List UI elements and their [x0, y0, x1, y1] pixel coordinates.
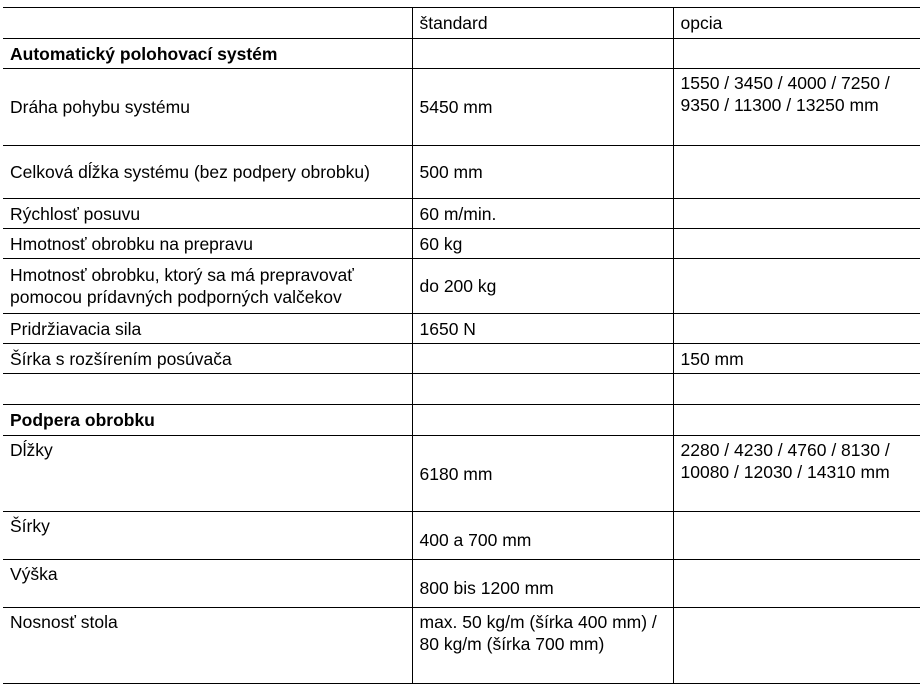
row-option [672, 313, 920, 344]
row-label: Dĺžky [3, 435, 413, 512]
row-standard: 1650 N [411, 313, 674, 344]
row-option [672, 607, 920, 684]
empty-cell [411, 404, 674, 436]
row-label: Pridržiavacia sila [3, 313, 413, 344]
table-row: Dráha pohybu systému 5450 mm 1550 / 3450… [3, 68, 920, 146]
row-standard: 60 kg [411, 228, 674, 259]
row-label: Celková dĺžka systému (bez podpery obrob… [3, 145, 413, 199]
table-row: Pridržiavacia sila 1650 N [3, 313, 920, 344]
row-label: Hmotnosť obrobku, ktorý sa má prepravova… [3, 258, 413, 314]
row-option [672, 511, 920, 560]
spacer-row [3, 373, 920, 405]
row-label: Rýchlosť posuvu [3, 198, 413, 229]
row-option: 2280 / 4230 / 4760 / 8130 / 10080 / 1203… [672, 435, 920, 512]
table-row: Celková dĺžka systému (bez podpery obrob… [3, 145, 920, 199]
empty-cell [672, 373, 920, 405]
row-option [672, 228, 920, 259]
table-row: Hmotnosť obrobku, ktorý sa má prepravova… [3, 258, 920, 314]
row-standard: 400 a 700 mm [411, 511, 674, 560]
row-standard: max. 50 kg/m (šírka 400 mm) / 80 kg/m (š… [411, 607, 674, 684]
spec-table: štandard opcia Automatický polohovací sy… [3, 7, 920, 684]
header-option: opcia [672, 7, 920, 39]
section-title: Podpera obrobku [3, 404, 413, 436]
header-cell-empty [3, 7, 413, 39]
row-option [672, 258, 920, 314]
section-row: Podpera obrobku [3, 404, 920, 436]
row-option [672, 145, 920, 199]
table-row: Šírky 400 a 700 mm [3, 511, 920, 560]
row-label: Hmotnosť obrobku na prepravu [3, 228, 413, 259]
table-row: Dĺžky 6180 mm 2280 / 4230 / 4760 / 8130 … [3, 435, 920, 512]
empty-cell [3, 373, 413, 405]
row-option [672, 198, 920, 229]
row-label: Dráha pohybu systému [3, 68, 413, 146]
row-option [672, 559, 920, 608]
table-row: Výška 800 bis 1200 mm [3, 559, 920, 608]
row-label: Šírka s rozšírením posúvača [3, 343, 413, 374]
header-row: štandard opcia [3, 7, 920, 39]
section-row: Automatický polohovací systém [3, 38, 920, 69]
table-row: Rýchlosť posuvu 60 m/min. [3, 198, 920, 229]
row-standard: 800 bis 1200 mm [411, 559, 674, 608]
row-option: 150 mm [672, 343, 920, 374]
table-row: Nosnosť stola max. 50 kg/m (šírka 400 mm… [3, 607, 920, 684]
table-row: Šírka s rozšírením posúvača 150 mm [3, 343, 920, 374]
row-standard: 5450 mm [411, 68, 674, 146]
row-standard: 6180 mm [411, 435, 674, 512]
row-label: Výška [3, 559, 413, 608]
table-row: Hmotnosť obrobku na prepravu 60 kg [3, 228, 920, 259]
row-standard: do 200 kg [411, 258, 674, 314]
empty-cell [672, 404, 920, 436]
row-label: Šírky [3, 511, 413, 560]
empty-cell [411, 38, 674, 69]
empty-cell [672, 38, 920, 69]
row-standard: 500 mm [411, 145, 674, 199]
row-standard: 60 m/min. [411, 198, 674, 229]
section-title: Automatický polohovací systém [3, 38, 413, 69]
empty-cell [411, 373, 674, 405]
header-standard: štandard [411, 7, 674, 39]
row-standard [411, 343, 674, 374]
row-option: 1550 / 3450 / 4000 / 7250 / 9350 / 11300… [672, 68, 920, 146]
row-label: Nosnosť stola [3, 607, 413, 684]
